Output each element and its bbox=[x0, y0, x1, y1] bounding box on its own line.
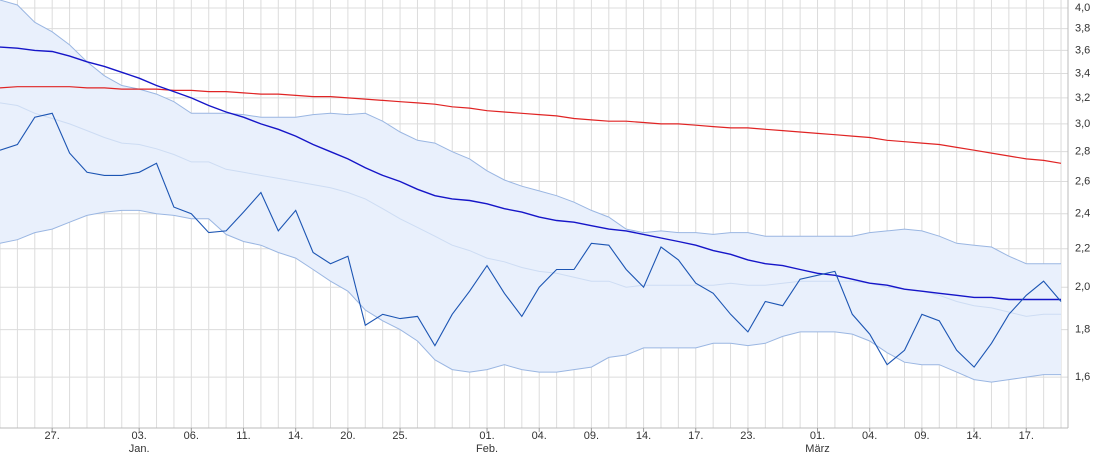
x-tick-label: 06. bbox=[184, 430, 199, 442]
y-tick-label: 1,8 bbox=[1075, 324, 1090, 336]
x-tick-label: 20. bbox=[340, 430, 355, 442]
x-tick-label: 01. bbox=[479, 430, 494, 442]
month-label: Feb. bbox=[476, 443, 498, 455]
band-lower bbox=[0, 209, 1061, 383]
band-upper bbox=[0, 0, 1061, 265]
y-tick-label: 1,6 bbox=[1075, 371, 1090, 383]
y-tick-label: 3,4 bbox=[1075, 67, 1090, 79]
x-tick-label: 04. bbox=[532, 430, 547, 442]
y-tick-label: 3,8 bbox=[1075, 23, 1090, 35]
y-tick-label: 2,4 bbox=[1075, 208, 1090, 220]
series-line bbox=[0, 112, 1062, 368]
series-line bbox=[0, 86, 1062, 164]
band-middle bbox=[0, 102, 1061, 317]
month-label: Jan. bbox=[129, 443, 150, 455]
x-tick-label: 27. bbox=[45, 430, 60, 442]
y-tick-label: 2,0 bbox=[1075, 281, 1090, 293]
y-tick-label: 2,2 bbox=[1075, 243, 1090, 255]
y-tick-label: 3,6 bbox=[1075, 44, 1090, 56]
series-line bbox=[0, 46, 1061, 301]
y-tick-label: 4,0 bbox=[1075, 2, 1090, 14]
x-tick-label: 23. bbox=[740, 430, 755, 442]
band-fill bbox=[0, 0, 1061, 383]
x-tick-label: 17. bbox=[1019, 430, 1034, 442]
x-tick-label: 04. bbox=[862, 430, 877, 442]
x-tick-label: 25. bbox=[392, 430, 407, 442]
x-tick-label: 03. bbox=[132, 430, 147, 442]
x-tick-label: 09. bbox=[584, 430, 599, 442]
x-tick-label: 09. bbox=[914, 430, 929, 442]
y-tick-label: 3,2 bbox=[1075, 92, 1090, 104]
x-tick-label: 14. bbox=[966, 430, 981, 442]
month-label: März bbox=[805, 443, 829, 455]
x-tick-label: 14. bbox=[636, 430, 651, 442]
y-tick-label: 2,8 bbox=[1075, 146, 1090, 158]
x-tick-label: 14. bbox=[288, 430, 303, 442]
x-tick-label: 11. bbox=[236, 430, 250, 442]
y-tick-label: 3,0 bbox=[1075, 118, 1090, 130]
y-tick-label: 2,6 bbox=[1075, 175, 1090, 187]
x-tick-label: 17. bbox=[688, 430, 703, 442]
x-tick-label: 01. bbox=[810, 430, 825, 442]
